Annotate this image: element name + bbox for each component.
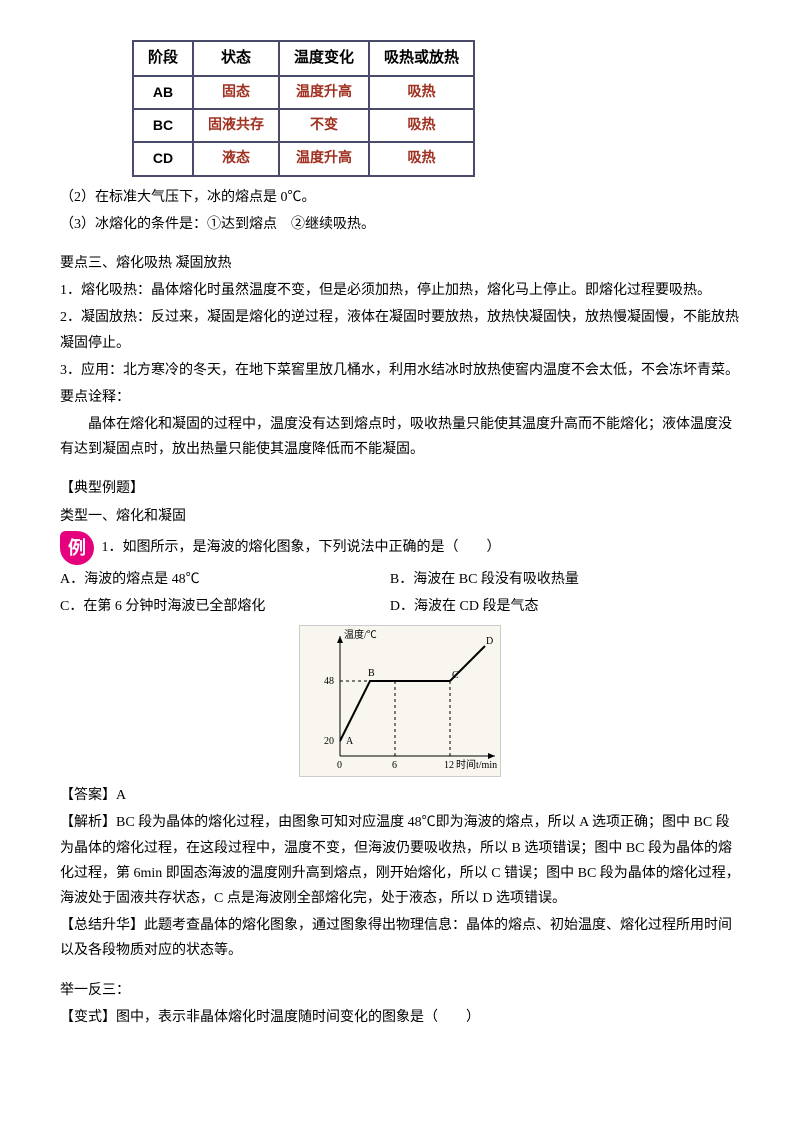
type1-title: 类型一、熔化和凝固 — [60, 504, 740, 529]
summary-text: 【总结升华】此题考查晶体的熔化图象，通过图象得出物理信息：晶体的熔点、初始温度、… — [60, 913, 740, 963]
point3-title: 要点三、熔化吸热 凝固放热 — [60, 251, 740, 276]
table-row: BC 固液共存 不变 吸热 — [133, 109, 474, 142]
example-block: 例 1．如图所示，是海波的熔化图象，下列说法中正确的是（ ） — [60, 531, 740, 565]
point3-p5: 晶体在熔化和凝固的过程中，温度没有达到熔点时，吸收热量只能使其温度升高而不能熔化… — [60, 412, 740, 462]
svg-text:6: 6 — [392, 760, 397, 771]
col-heat: 吸热或放热 — [369, 41, 474, 76]
col-temp: 温度变化 — [279, 41, 369, 76]
svg-text:A: A — [346, 736, 354, 747]
table-row: AB 固态 温度升高 吸热 — [133, 76, 474, 109]
col-state: 状态 — [193, 41, 279, 76]
point3-p2: 2．凝固放热：反过来，凝固是熔化的逆过程，液体在凝固时要放热，放热快凝固快，放热… — [60, 305, 740, 355]
options-row1: A．海波的熔点是 48℃ B．海波在 BC 段没有吸收热量 — [60, 567, 740, 592]
variant-q: 【变式】图中，表示非晶体熔化时温度随时间变化的图象是（ ） — [60, 1005, 740, 1030]
analysis-text: 【解析】BC 段为晶体的熔化过程，由图象可知对应温度 48℃即为海波的熔点，所以… — [60, 810, 740, 911]
question-1: 1．如图所示，是海波的熔化图象，下列说法中正确的是（ ） — [102, 540, 501, 555]
ylabel: 温度/℃ — [344, 628, 377, 641]
answer-label: 【答案】A — [60, 783, 740, 808]
xlabel: 时间t/min — [456, 758, 497, 771]
table-row: CD 液态 温度升高 吸热 — [133, 142, 474, 175]
svg-text:C: C — [452, 670, 459, 681]
svg-text:12: 12 — [444, 760, 454, 771]
example-badge-icon: 例 — [60, 531, 94, 565]
variant-head: 举一反三： — [60, 978, 740, 1003]
option-c: C．在第 6 分钟时海波已全部熔化 — [60, 594, 386, 619]
svg-text:B: B — [368, 668, 375, 679]
svg-text:0: 0 — [337, 760, 342, 771]
svg-text:D: D — [486, 636, 493, 647]
intro-line3: （3）冰熔化的条件是：①达到熔点 ②继续吸热。 — [60, 212, 740, 237]
examples-header: 【典型例题】 — [60, 476, 740, 501]
point3-p3: 3．应用：北方寒冷的冬天，在地下菜窖里放几桶水，利用水结冰时放热使窖内温度不会太… — [60, 358, 740, 383]
options-row2: C．在第 6 分钟时海波已全部熔化 D．海波在 CD 段是气态 — [60, 594, 740, 619]
point3-p1: 1．熔化吸热：晶体熔化时虽然温度不变，但是必须加热，停止加热，熔化马上停止。即熔… — [60, 278, 740, 303]
phase-table: 阶段 状态 温度变化 吸热或放热 AB 固态 温度升高 吸热 BC 固液共存 不… — [132, 40, 475, 177]
option-b: B．海波在 BC 段没有吸收热量 — [390, 567, 716, 592]
svg-text:48: 48 — [324, 676, 334, 687]
intro-line2: （2）在标准大气压下，冰的熔点是 0℃。 — [60, 185, 740, 210]
point3-p4: 要点诠释： — [60, 385, 740, 410]
svg-text:20: 20 — [324, 736, 334, 747]
option-d: D．海波在 CD 段是气态 — [390, 594, 716, 619]
col-stage: 阶段 — [133, 41, 193, 76]
option-a: A．海波的熔点是 48℃ — [60, 567, 386, 592]
melting-chart: 48 20 0 6 12 A B C D 温度/℃ 时间t/min — [299, 625, 501, 777]
